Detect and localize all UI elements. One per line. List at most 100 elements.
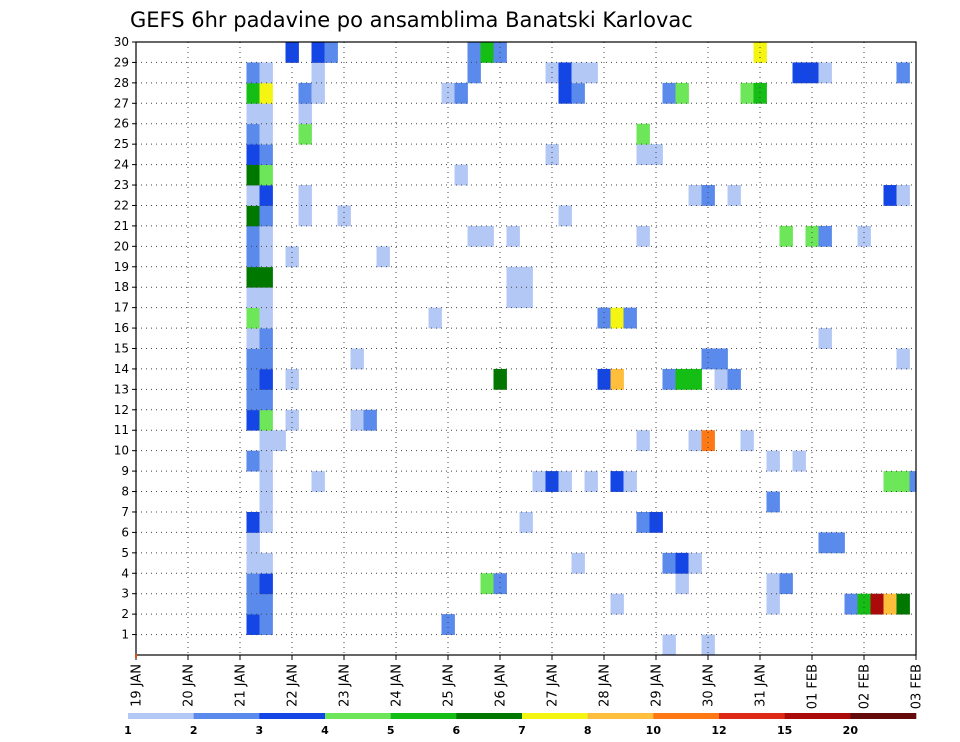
heatmap-cell [753, 82, 767, 104]
y-tick-label: 18 [114, 280, 129, 294]
y-tick-label: 1 [121, 628, 129, 642]
heatmap-cell [259, 144, 273, 165]
heatmap-cell [636, 511, 650, 533]
heatmap-cell [259, 328, 273, 349]
heatmap-cell [896, 348, 910, 370]
heatmap-cell [246, 103, 260, 125]
heatmap-cell [246, 62, 260, 84]
heatmap-cell [259, 593, 273, 615]
heatmap-cell [558, 471, 572, 492]
heatmap-cell [259, 389, 273, 411]
y-tick-label: 23 [114, 178, 129, 192]
heatmap-cell [259, 62, 273, 84]
heatmap-cell [311, 471, 325, 492]
heatmap-cell [727, 368, 741, 390]
heatmap-cell [246, 511, 260, 533]
heatmap-cell [597, 368, 611, 390]
heatmap-cell [727, 185, 741, 206]
heatmap-cell [324, 42, 338, 63]
legend-label: 5 [387, 724, 395, 737]
heatmap-cell [480, 225, 494, 247]
heatmap-cell [714, 368, 728, 390]
y-tick-label: 22 [114, 198, 129, 212]
heatmap-cell [740, 82, 754, 104]
heatmap-cell [480, 42, 494, 63]
heatmap-cell [246, 450, 260, 472]
heatmap-cell [246, 266, 260, 288]
heatmap-cell [246, 552, 260, 574]
heatmap-cell [246, 573, 260, 595]
heatmap-cell [662, 552, 676, 574]
legend-label: 8 [584, 724, 592, 737]
y-tick-label: 26 [114, 117, 129, 131]
heatmap-cell [883, 593, 897, 615]
heatmap-cell [259, 348, 273, 370]
heatmap-cells [246, 42, 917, 656]
x-tick-label: 31 JAN [754, 664, 769, 707]
heatmap-cell [259, 205, 273, 227]
heatmap-cell [701, 185, 715, 206]
heatmap-cell [259, 614, 273, 635]
heatmap-cell [662, 634, 676, 656]
heatmap-cell [259, 246, 273, 268]
heatmap-cell [584, 62, 598, 84]
heatmap-cell [246, 144, 260, 165]
y-tick-label: 29 [114, 55, 129, 69]
y-tick-label: 30 [114, 35, 129, 49]
heatmap-cell [675, 573, 689, 595]
heatmap-cell [610, 593, 624, 615]
heatmap-cell [571, 62, 585, 84]
heatmap-cell [298, 103, 312, 125]
x-tick-label: 03 FEB [910, 664, 925, 709]
heatmap-cell [779, 225, 793, 247]
heatmap-cell [259, 368, 273, 390]
heatmap-cell [818, 532, 832, 554]
heatmap-cell [896, 471, 910, 492]
y-tick-label: 20 [114, 239, 129, 253]
heatmap-cell [311, 62, 325, 84]
y-tick-label: 3 [121, 587, 129, 601]
heatmap-cell [870, 593, 884, 615]
heatmap-cell [766, 450, 780, 472]
heatmap-cell [896, 185, 910, 206]
heatmap-cell [571, 552, 585, 574]
heatmap-cell [298, 82, 312, 104]
heatmap-cell [493, 368, 507, 390]
legend-label: 3 [256, 724, 264, 737]
heatmap-cell [805, 225, 819, 247]
y-tick-label: 9 [121, 464, 129, 478]
heatmap-cell [610, 471, 624, 492]
heatmap-cell [259, 471, 273, 492]
heatmap-cell [818, 62, 832, 84]
heatmap-cell [883, 471, 897, 492]
heatmap-cell [298, 185, 312, 206]
x-tick-label: 20 JAN [182, 664, 197, 707]
x-tick-label: 26 JAN [494, 664, 509, 707]
legend-swatch [390, 713, 457, 719]
heatmap-cell [259, 409, 273, 431]
heatmap-cell [636, 225, 650, 247]
heatmap-cell [259, 225, 273, 247]
heatmap-cell [688, 552, 702, 574]
heatmap-cell [701, 348, 715, 370]
heatmap-cell [246, 307, 260, 329]
heatmap-cell [766, 573, 780, 595]
y-tick-label: 16 [114, 321, 129, 335]
heatmap-cell [623, 307, 637, 329]
x-tick-label: 27 JAN [546, 664, 561, 707]
heatmap-cell [454, 82, 468, 104]
x-tick-label: 24 JAN [390, 664, 405, 707]
heatmap-cell [259, 164, 273, 186]
heatmap-cell [259, 491, 273, 513]
heatmap-cell [571, 82, 585, 104]
legend-label: 7 [518, 724, 526, 737]
legend-label: 1 [124, 724, 132, 737]
heatmap-cell [246, 82, 260, 104]
legend-label: 12 [711, 724, 726, 737]
legend-swatch [784, 713, 851, 719]
y-tick-label: 13 [114, 382, 129, 396]
heatmap-cell [506, 266, 520, 288]
legend-swatch [325, 713, 391, 719]
heatmap-cell [246, 164, 260, 186]
heatmap-cell [246, 593, 260, 615]
